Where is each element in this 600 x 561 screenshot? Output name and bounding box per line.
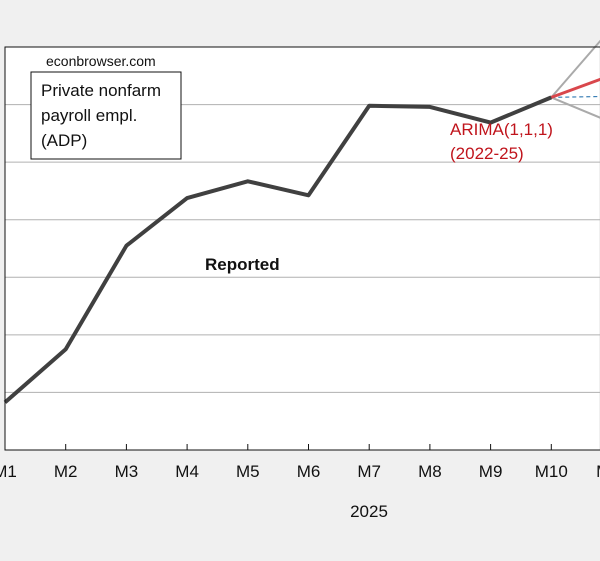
x-tick-label: M6 [297,462,321,481]
x-tick-label: M11 [596,462,600,481]
series-layer [3,39,600,404]
x-tick-label: M5 [236,462,260,481]
forecast-label-line-1: ARIMA(1,1,1) [450,120,553,139]
x-tick-label: M7 [357,462,381,481]
x-tick-label: M3 [115,462,139,481]
series-line-1 [550,77,600,99]
x-tick-labels: M1 M2 M3 M4 M5 M6 M7 M8 M9 M10 M11 [0,462,600,481]
x-year-label: 2025 [350,502,388,521]
series-line-3 [550,96,600,119]
x-tick-label: M10 [535,462,568,481]
legend-box-line-3: (ADP) [41,131,87,150]
legend-box-line-2: payroll empl. [41,106,137,125]
legend-box-line-1: Private nonfarm [41,81,161,100]
source-label: econbrowser.com [46,53,156,69]
series-line-0 [3,95,553,404]
legend-box [30,71,182,160]
plot-frame [4,46,600,451]
x-tick-label: M9 [479,462,503,481]
series-line-2 [550,39,600,99]
reported-label: Reported [205,255,280,274]
x-ticks [4,444,552,450]
x-tick-label: M1 [0,462,17,481]
series-line-4 [551,95,600,98]
x-tick-label: M4 [175,462,199,481]
x-tick-label: M2 [54,462,78,481]
x-tick-label: M8 [418,462,442,481]
forecast-label-line-2: (2022-25) [450,144,524,163]
